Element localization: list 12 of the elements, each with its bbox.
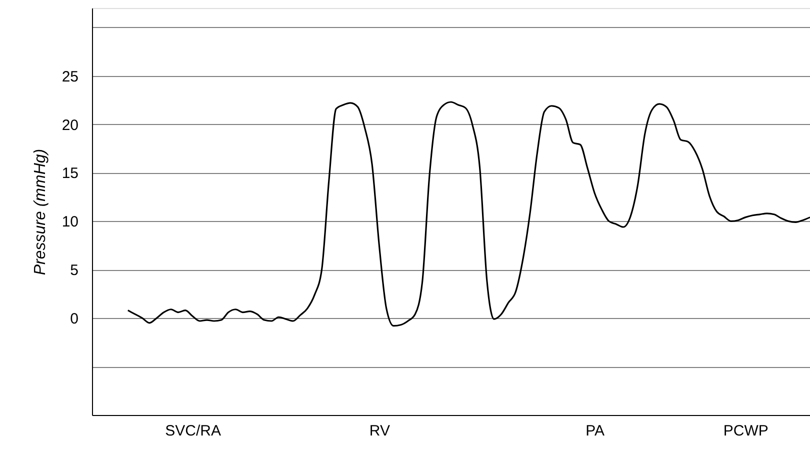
x-tick-label: RV — [369, 422, 390, 440]
x-tick-label: PA — [586, 422, 605, 440]
line-series — [127, 101, 810, 327]
y-tick-label: 0 — [70, 310, 78, 328]
y-tick-label: 25 — [62, 68, 78, 86]
y-tick-label: 5 — [70, 262, 78, 280]
y-tick-label: 10 — [62, 214, 78, 231]
y-tick-label: 20 — [62, 116, 78, 134]
x-tick-label: SVC/RA — [165, 422, 221, 440]
y-axis-title: Pressure (mmHg) — [32, 148, 49, 276]
x-tick-label: PCWP — [723, 422, 768, 440]
y-tick-label: 15 — [62, 165, 78, 182]
